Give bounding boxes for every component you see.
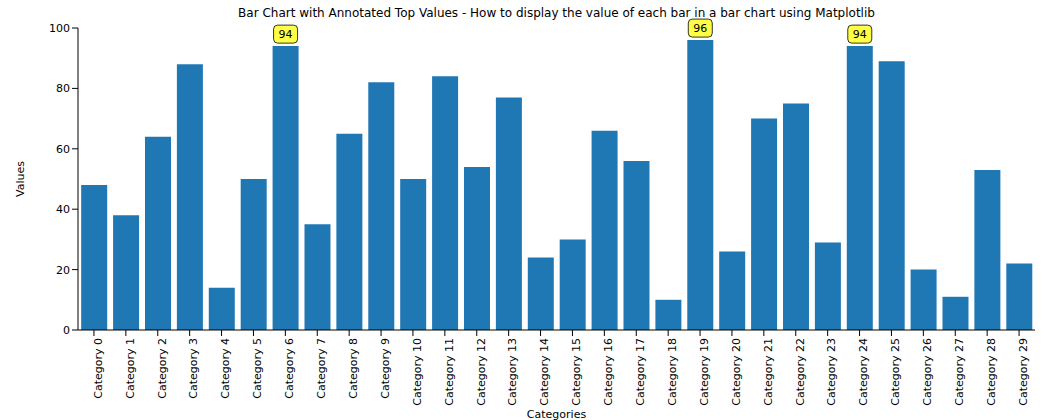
svg-text:Category 3: Category 3 [187,338,200,399]
svg-text:Category 25: Category 25 [889,338,902,406]
svg-text:Category 29: Category 29 [1017,338,1030,406]
svg-text:60: 60 [56,143,70,156]
svg-text:Category 10: Category 10 [411,338,424,406]
svg-text:Category 11: Category 11 [443,338,456,406]
svg-text:Category 1: Category 1 [124,338,137,399]
svg-text:94: 94 [853,28,867,41]
svg-text:Category 20: Category 20 [730,338,743,406]
svg-text:Category 14: Category 14 [538,338,551,406]
svg-text:Categories: Categories [527,408,587,420]
svg-text:Category 23: Category 23 [825,338,838,406]
svg-text:Category 8: Category 8 [347,338,360,399]
svg-text:Category 15: Category 15 [570,338,583,406]
svg-text:Category 24: Category 24 [857,338,870,406]
svg-text:Category 9: Category 9 [379,338,392,399]
svg-text:Category 18: Category 18 [666,338,679,406]
svg-text:Category 13: Category 13 [506,338,519,406]
html-text:Bar Chart with Annotated Top V: Bar Chart with Annotated Top Values - Ho… [238,6,875,20]
svg-text:Category 4: Category 4 [219,338,232,399]
svg-text:Category 28: Category 28 [985,338,998,406]
svg-text:94: 94 [279,28,293,41]
svg-text:Category 17: Category 17 [634,338,647,406]
svg-text:Category 5: Category 5 [251,338,264,399]
svg-text:Values: Values [14,161,27,197]
svg-text:Category 0: Category 0 [92,338,105,399]
svg-text:80: 80 [56,82,70,95]
svg-text:Category 7: Category 7 [315,338,328,399]
svg-text:Category 12: Category 12 [475,338,488,406]
svg-text:Category 21: Category 21 [762,338,775,406]
svg-text:0: 0 [63,324,70,337]
svg-text:Category 27: Category 27 [953,338,966,406]
svg-text:Category 2: Category 2 [156,338,169,399]
svg-text:Category 19: Category 19 [698,338,711,406]
svg-text:Category 22: Category 22 [794,338,807,406]
svg-text:100: 100 [49,22,70,35]
svg-text:20: 20 [56,264,70,277]
svg-text:Category 26: Category 26 [921,338,934,406]
svg-text:Category 6: Category 6 [283,338,296,399]
svg-text:40: 40 [56,203,70,216]
svg-text:96: 96 [693,22,707,35]
svg-text:Category 16: Category 16 [602,338,615,406]
